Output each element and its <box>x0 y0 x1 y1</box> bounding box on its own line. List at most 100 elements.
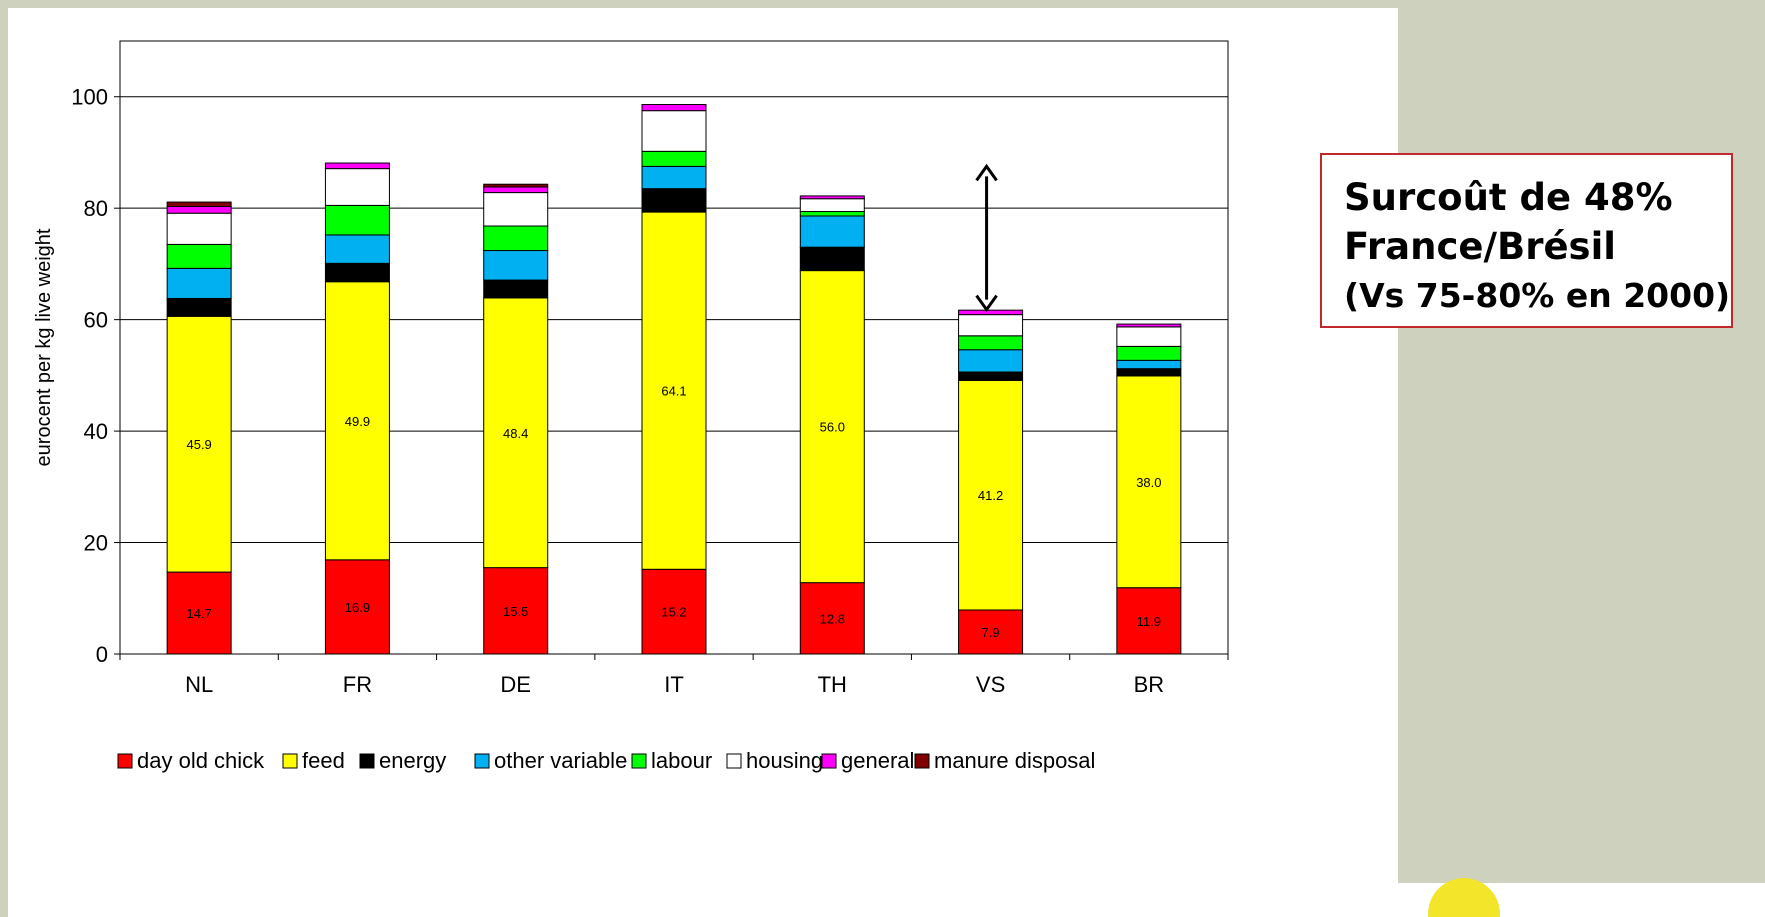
legend-label-general: general <box>841 748 914 773</box>
bar-it-general <box>641 104 707 112</box>
bar-it-other-variable <box>641 165 707 190</box>
legend-label-feed: feed <box>302 748 345 773</box>
bar-br-feed <box>1116 375 1182 589</box>
x-tick-label: FR <box>343 672 372 697</box>
legend-swatch-energy <box>359 753 375 769</box>
y-tick-label: 60 <box>84 308 108 333</box>
bar-fr-housing <box>324 168 390 206</box>
bar-vs-housing <box>958 314 1024 337</box>
bar-it-housing <box>641 110 707 152</box>
bar-fr-other-variable <box>324 234 390 264</box>
legend-swatch-housing <box>726 753 742 769</box>
data-label: 15.2 <box>661 605 686 620</box>
legend-label-labour: labour <box>651 748 712 773</box>
bar-nl-feed <box>166 315 232 573</box>
bar-th-labour <box>799 211 865 217</box>
x-tick-label: TH <box>818 672 847 697</box>
legend-swatch-general <box>821 753 837 769</box>
bar-de-general <box>483 186 549 194</box>
x-tick-label: BR <box>1134 672 1165 697</box>
arrow-head-bottom <box>975 294 998 313</box>
data-label: 11.9 <box>1137 614 1161 629</box>
y-tick-label: 80 <box>84 196 108 221</box>
bar-th-energy <box>799 246 865 272</box>
legend-swatch-feed <box>282 753 298 769</box>
bar-th-general <box>799 195 865 200</box>
bar-br-general <box>1116 323 1182 328</box>
bar-nl-day-old-chick <box>166 571 232 655</box>
data-label: 15.5 <box>503 604 528 619</box>
bar-br-housing <box>1116 326 1182 347</box>
x-tick-label: DE <box>500 672 531 697</box>
data-label: 41.2 <box>978 488 1003 503</box>
callout-box: Surcoût de 48% France/Brésil (Vs 75-80% … <box>1320 153 1733 328</box>
y-tick-label: 40 <box>84 419 108 444</box>
bar-fr-general <box>324 162 390 170</box>
bar-br-labour <box>1116 345 1182 361</box>
callout-line-2: France/Brésil <box>1344 225 1616 268</box>
x-tick-label: VS <box>976 672 1005 697</box>
legend-label-other-variable: other variable <box>494 748 627 773</box>
y-tick-label: 100 <box>71 85 108 110</box>
bar-nl-general <box>166 206 232 214</box>
bar-it-feed <box>641 211 707 570</box>
callout-line-3: (Vs 75-80% en 2000) <box>1344 276 1731 315</box>
bar-fr-energy <box>324 262 390 283</box>
legend-swatch-manure-disposal <box>914 753 930 769</box>
bar-th-feed <box>799 270 865 584</box>
x-tick-label: IT <box>664 672 684 697</box>
data-label: 14.7 <box>186 606 211 621</box>
bar-th-day-old-chick <box>799 582 865 655</box>
data-label: 16.9 <box>345 600 370 615</box>
bar-de-labour <box>483 225 549 252</box>
bar-nl-energy <box>166 297 232 317</box>
bar-it-energy <box>641 188 707 213</box>
bar-vs-other-variable <box>958 349 1024 373</box>
arrow-head-top <box>975 163 998 182</box>
legend-swatch-other-variable <box>474 753 490 769</box>
bar-nl-labour <box>166 243 232 269</box>
bar-nl-housing <box>166 212 232 245</box>
bar-nl-manure-disposal <box>166 201 232 208</box>
bar-vs-labour <box>958 335 1024 351</box>
data-label: 48.4 <box>503 426 528 441</box>
bar-fr-labour <box>324 204 390 236</box>
bar-de-energy <box>483 279 549 299</box>
bar-it-labour <box>641 150 707 167</box>
bar-br-other-variable <box>1116 359 1182 370</box>
bar-nl-other-variable <box>166 267 232 299</box>
bar-de-day-old-chick <box>483 567 549 655</box>
callout-line-1: Surcoût de 48% <box>1344 176 1673 219</box>
data-label: 56.0 <box>820 420 845 435</box>
bar-de-manure-disposal <box>483 183 549 188</box>
data-label: 38.0 <box>1136 475 1161 490</box>
bar-de-feed <box>483 297 549 569</box>
bar-vs-feed <box>958 379 1024 611</box>
legend-label-manure-disposal: manure disposal <box>934 748 1095 773</box>
data-label: 45.9 <box>186 437 211 452</box>
data-label: 12.8 <box>820 611 845 626</box>
bar-fr-feed <box>324 281 390 561</box>
legend-swatch-labour <box>631 753 647 769</box>
bar-th-housing <box>799 198 865 213</box>
bar-br-energy <box>1116 368 1182 377</box>
bar-vs-energy <box>958 371 1024 381</box>
bar-vs-day-old-chick <box>958 609 1024 655</box>
bar-th-other-variable <box>799 215 865 248</box>
data-label: 64.1 <box>661 384 686 399</box>
y-tick-label: 20 <box>84 531 108 556</box>
bar-de-other-variable <box>483 250 549 281</box>
y-axis-label: eurocent per kg live weight <box>33 228 55 466</box>
y-tick-label: 0 <box>96 642 108 667</box>
data-label: 7.9 <box>982 625 1000 640</box>
bar-de-housing <box>483 192 549 227</box>
x-tick-label: NL <box>185 672 213 697</box>
data-label: 49.9 <box>345 414 370 429</box>
legend-label-housing: housing <box>746 748 823 773</box>
legend-label-day-old-chick: day old chick <box>137 748 265 773</box>
legend-label-energy: energy <box>379 748 446 773</box>
legend-swatch-day-old-chick <box>117 753 133 769</box>
bar-br-day-old-chick <box>1116 587 1182 655</box>
